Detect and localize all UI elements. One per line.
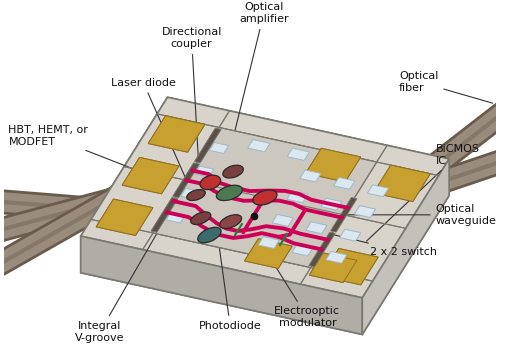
Polygon shape — [81, 97, 449, 298]
Ellipse shape — [223, 165, 243, 178]
Ellipse shape — [198, 227, 221, 243]
Polygon shape — [151, 198, 178, 232]
Polygon shape — [195, 128, 221, 163]
Ellipse shape — [191, 212, 211, 224]
Polygon shape — [122, 157, 179, 194]
Polygon shape — [96, 199, 153, 236]
Polygon shape — [210, 143, 228, 153]
Polygon shape — [153, 127, 377, 268]
Text: Integral
V-groove: Integral V-groove — [75, 148, 206, 342]
Polygon shape — [81, 97, 449, 298]
Polygon shape — [326, 252, 347, 263]
Polygon shape — [340, 229, 361, 241]
Polygon shape — [248, 140, 270, 152]
Polygon shape — [244, 239, 292, 268]
Text: Optical
fiber: Optical fiber — [399, 71, 493, 103]
Ellipse shape — [220, 215, 242, 229]
Text: Photodiode: Photodiode — [199, 185, 262, 331]
Polygon shape — [321, 198, 342, 210]
Polygon shape — [306, 222, 327, 234]
Text: 2 x 2 switch: 2 x 2 switch — [257, 216, 437, 256]
Text: Directional
coupler: Directional coupler — [161, 27, 222, 219]
Polygon shape — [148, 116, 205, 152]
Polygon shape — [300, 170, 321, 182]
Polygon shape — [181, 188, 200, 199]
Polygon shape — [153, 127, 377, 268]
Polygon shape — [306, 148, 361, 182]
Polygon shape — [331, 198, 357, 232]
Polygon shape — [300, 170, 321, 182]
Polygon shape — [374, 165, 430, 201]
Polygon shape — [181, 188, 200, 199]
Polygon shape — [340, 229, 361, 241]
Polygon shape — [306, 222, 327, 234]
Polygon shape — [321, 248, 378, 285]
Text: Laser diode: Laser diode — [111, 78, 193, 195]
Polygon shape — [173, 163, 199, 198]
Polygon shape — [362, 159, 449, 334]
Text: HBT, HEMT, or
MODFET: HBT, HEMT, or MODFET — [8, 125, 148, 175]
Text: Optical
amplifier: Optical amplifier — [210, 2, 289, 233]
Polygon shape — [292, 244, 313, 256]
Polygon shape — [287, 191, 308, 203]
Polygon shape — [367, 185, 388, 197]
Polygon shape — [173, 163, 199, 198]
Polygon shape — [309, 253, 357, 283]
Text: Optical
waveguide: Optical waveguide — [346, 204, 497, 226]
Polygon shape — [287, 191, 308, 203]
Polygon shape — [292, 244, 313, 256]
Polygon shape — [258, 237, 279, 248]
Polygon shape — [374, 165, 430, 201]
Polygon shape — [166, 212, 185, 223]
Polygon shape — [166, 212, 185, 223]
Polygon shape — [81, 236, 362, 334]
Polygon shape — [244, 239, 292, 268]
Polygon shape — [151, 198, 178, 232]
Polygon shape — [326, 252, 347, 263]
Polygon shape — [195, 166, 214, 177]
Polygon shape — [122, 157, 179, 194]
Text: Electrooptic
modulator: Electrooptic modulator — [231, 195, 340, 328]
Ellipse shape — [216, 185, 242, 200]
Polygon shape — [321, 198, 342, 210]
Polygon shape — [362, 159, 449, 334]
Polygon shape — [248, 140, 270, 152]
Polygon shape — [309, 232, 335, 267]
Polygon shape — [355, 206, 376, 218]
Polygon shape — [367, 185, 388, 197]
Polygon shape — [306, 148, 361, 182]
Polygon shape — [334, 177, 355, 189]
Polygon shape — [287, 148, 309, 160]
Polygon shape — [272, 214, 293, 226]
Text: BiCMOS
IC: BiCMOS IC — [366, 144, 480, 241]
Polygon shape — [334, 177, 355, 189]
Polygon shape — [96, 199, 153, 236]
Ellipse shape — [200, 175, 221, 190]
Polygon shape — [287, 148, 309, 160]
Ellipse shape — [187, 190, 205, 200]
Polygon shape — [81, 236, 362, 334]
Polygon shape — [309, 253, 357, 283]
Polygon shape — [321, 248, 378, 285]
Polygon shape — [355, 206, 376, 218]
Polygon shape — [272, 214, 293, 226]
Polygon shape — [148, 116, 205, 152]
Ellipse shape — [253, 190, 277, 205]
Polygon shape — [258, 237, 279, 248]
Polygon shape — [195, 166, 214, 177]
Polygon shape — [210, 143, 228, 153]
Polygon shape — [195, 128, 221, 163]
